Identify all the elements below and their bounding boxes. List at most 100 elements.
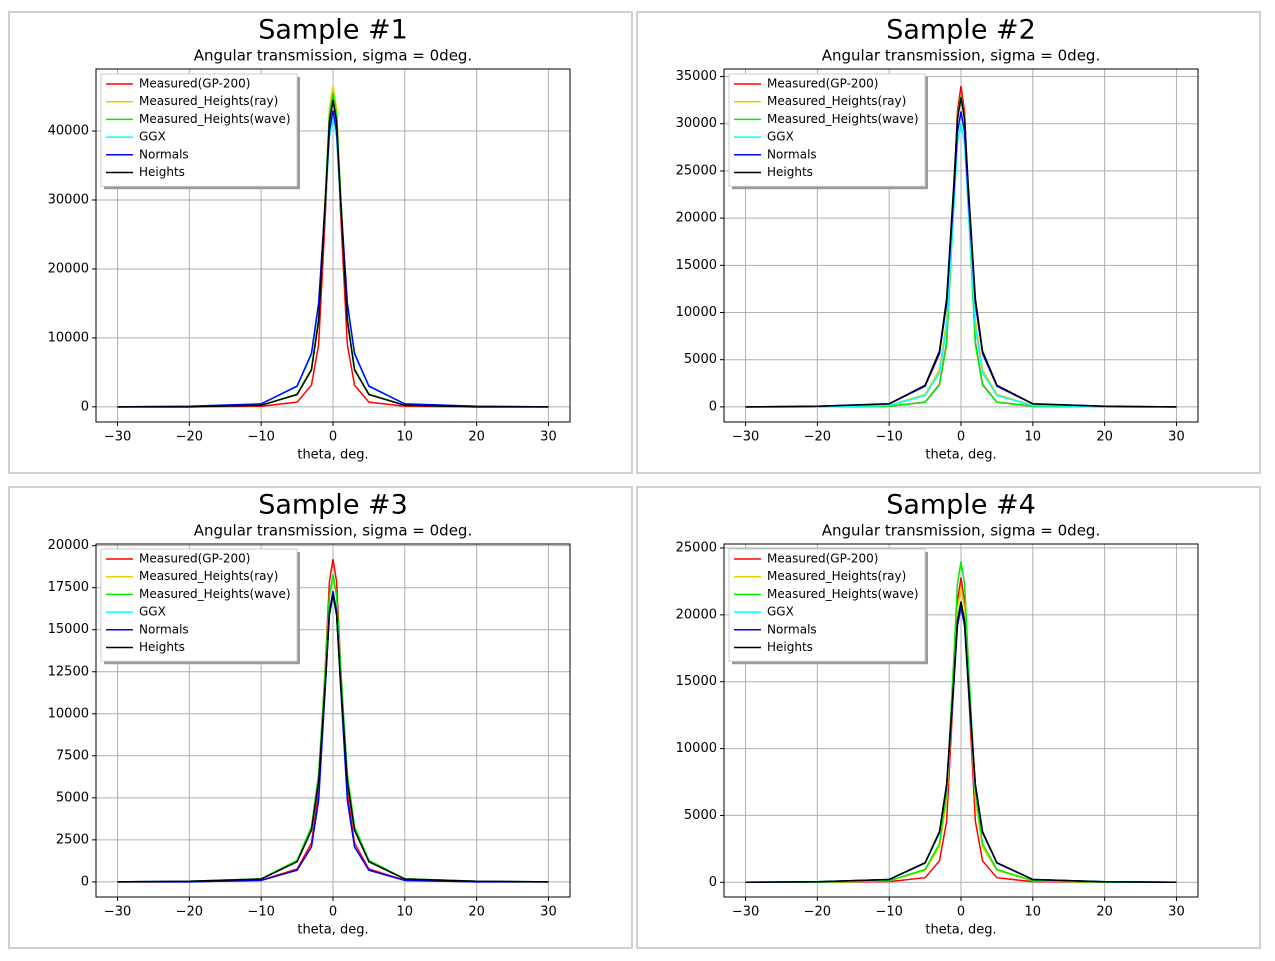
y-tick-label: 30000 <box>676 116 717 131</box>
chart-title: Sample #3 <box>258 490 408 521</box>
series-line <box>745 95 1177 408</box>
y-tick-label: 5000 <box>56 790 89 805</box>
legend-box <box>728 73 926 187</box>
y-tick-label: 12500 <box>48 664 89 679</box>
x-tick-label: 20 <box>468 430 485 445</box>
y-tick-label: 40000 <box>48 124 89 139</box>
y-tick-label: 10000 <box>48 706 89 721</box>
x-tick-label: 0 <box>329 430 337 445</box>
x-tick-label: 10 <box>1025 430 1042 445</box>
legend-label: Heights <box>139 165 185 179</box>
legend-label: Measured(GP-200) <box>767 77 879 91</box>
x-tick-label: −30 <box>732 905 759 920</box>
plot-frame <box>723 68 1199 423</box>
chart-subtitle: Angular transmission, sigma = 0deg. <box>822 522 1100 540</box>
legend-label: Heights <box>767 640 813 654</box>
x-axis-label: theta, deg. <box>925 448 996 463</box>
x-tick-label: 20 <box>1096 905 1113 920</box>
y-tick-label: 2500 <box>56 832 89 847</box>
y-tick-label: 15000 <box>676 674 717 689</box>
x-tick-label: 10 <box>1025 905 1042 920</box>
legend-label: Heights <box>139 640 185 654</box>
series-line <box>117 590 549 883</box>
plot-frame <box>723 543 1199 898</box>
chart-subtitle: Angular transmission, sigma = 0deg. <box>194 47 472 65</box>
x-tick-label: 30 <box>1168 905 1185 920</box>
legend-box <box>100 548 298 662</box>
x-tick-label: 10 <box>397 430 414 445</box>
chart-subtitle: Angular transmission, sigma = 0deg. <box>194 522 472 540</box>
y-tick-label: 15000 <box>676 258 717 273</box>
chart-subtitle: Angular transmission, sigma = 0deg. <box>822 47 1100 65</box>
legend-label: Measured(GP-200) <box>767 552 879 566</box>
x-tick-label: 10 <box>397 905 414 920</box>
legend-label: Measured_Heights(wave) <box>767 112 919 126</box>
series-line <box>745 561 1177 884</box>
legend-box <box>100 73 298 187</box>
y-tick-label: 25000 <box>676 541 717 556</box>
x-axis-label: theta, deg. <box>925 923 996 938</box>
y-tick-label: 0 <box>81 874 89 889</box>
legend-label: Normals <box>767 622 817 636</box>
legend-label: Measured(GP-200) <box>139 77 251 91</box>
series-line <box>745 601 1177 884</box>
x-tick-label: 30 <box>540 905 557 920</box>
chart-title: Sample #2 <box>886 15 1036 46</box>
x-tick-label: −20 <box>804 430 831 445</box>
y-tick-label: 20000 <box>48 261 89 276</box>
legend-label: Measured_Heights(ray) <box>139 569 278 583</box>
series-line <box>117 559 549 883</box>
legend-label: Measured_Heights(ray) <box>767 94 906 108</box>
y-tick-label: 35000 <box>676 69 717 84</box>
series-line <box>745 123 1177 408</box>
y-tick-label: 17500 <box>48 580 89 595</box>
legend-label: Normals <box>139 147 189 161</box>
x-tick-label: −10 <box>247 905 274 920</box>
x-tick-label: 0 <box>957 430 965 445</box>
x-tick-label: −30 <box>104 430 131 445</box>
chart-title: Sample #1 <box>258 15 408 46</box>
legend-label: Measured_Heights(ray) <box>767 569 906 583</box>
y-tick-label: 5000 <box>684 808 717 823</box>
x-tick-label: 0 <box>329 905 337 920</box>
x-tick-label: 30 <box>540 430 557 445</box>
series-line <box>117 99 549 408</box>
legend-label: Measured_Heights(wave) <box>139 587 291 601</box>
x-tick-label: −30 <box>104 905 131 920</box>
y-tick-label: 5000 <box>684 352 717 367</box>
x-tick-label: −20 <box>176 905 203 920</box>
x-tick-label: 30 <box>1168 430 1185 445</box>
x-tick-label: −20 <box>176 430 203 445</box>
legend-label: Measured_Heights(wave) <box>139 112 291 126</box>
x-tick-label: −10 <box>875 430 902 445</box>
x-tick-label: 20 <box>1096 430 1113 445</box>
plot-frame <box>95 543 571 898</box>
legend-label: GGX <box>767 605 794 619</box>
y-tick-label: 30000 <box>48 192 89 207</box>
y-tick-label: 7500 <box>56 748 89 763</box>
legend-label: Normals <box>767 147 817 161</box>
x-tick-label: −10 <box>875 905 902 920</box>
x-tick-label: 0 <box>957 905 965 920</box>
y-tick-label: 25000 <box>676 163 717 178</box>
series-line <box>117 574 549 883</box>
y-tick-label: 0 <box>709 399 717 414</box>
legend-label: Measured_Heights(ray) <box>139 94 278 108</box>
y-tick-label: 20000 <box>48 538 89 553</box>
y-tick-label: 15000 <box>48 622 89 637</box>
x-tick-label: −30 <box>732 430 759 445</box>
legend-box <box>728 548 926 662</box>
x-tick-label: −20 <box>804 905 831 920</box>
series-line <box>117 594 549 883</box>
series-line <box>745 577 1177 884</box>
y-tick-label: 10000 <box>676 741 717 756</box>
plot-frame <box>95 68 571 423</box>
y-tick-label: 20000 <box>676 211 717 226</box>
legend-label: Heights <box>767 165 813 179</box>
